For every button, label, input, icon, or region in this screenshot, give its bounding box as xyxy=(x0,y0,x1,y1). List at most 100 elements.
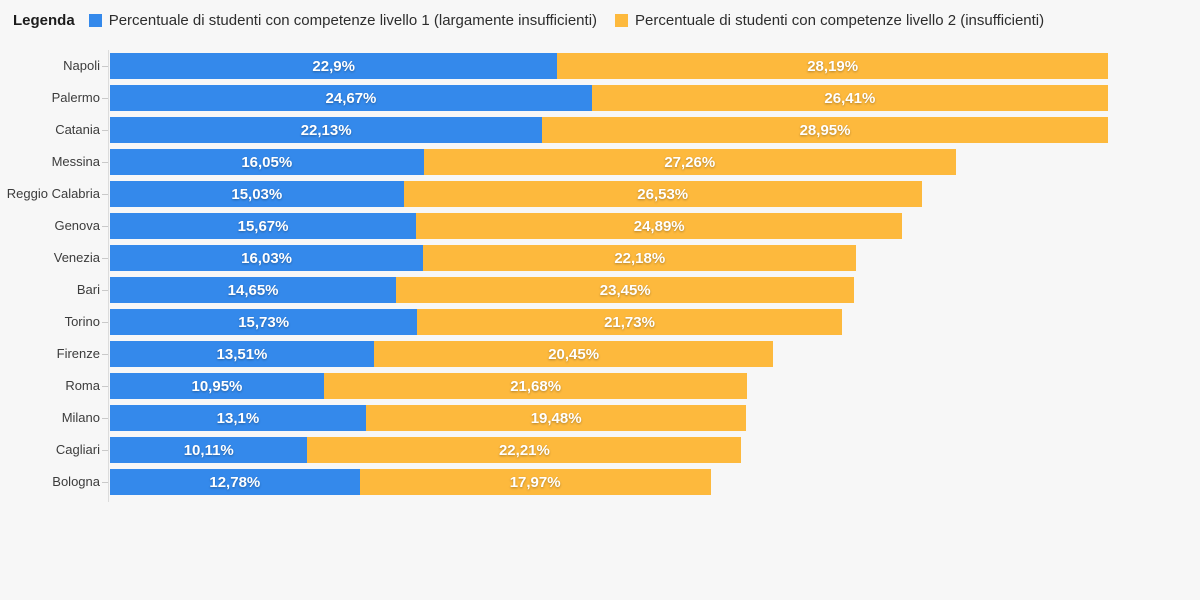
legend-item-level1[interactable]: Percentuale di studenti con competenze l… xyxy=(88,12,598,29)
value-label: 13,1% xyxy=(216,409,260,427)
bar-row: Roma 10,95% 21,68% xyxy=(65,373,1108,399)
bar-row: Cagliari 10,11% 22,21% xyxy=(56,437,1108,463)
legend-title: Legenda xyxy=(13,12,75,29)
bar-segment-level1[interactable]: 16,05% xyxy=(110,149,424,175)
bar-segment-level1[interactable]: 10,11% xyxy=(110,437,308,463)
axis-tick-icon xyxy=(102,130,108,131)
bar-segment-level1[interactable]: 15,67% xyxy=(110,213,417,239)
value-label: 12,78% xyxy=(209,473,261,491)
value-label: 21,73% xyxy=(604,313,655,331)
bar-segment-level1[interactable]: 14,65% xyxy=(110,277,397,303)
category-label: Roma xyxy=(65,378,100,393)
value-label: 24,89% xyxy=(633,217,685,235)
legend-item-level2[interactable]: Percentuale di studenti con competenze l… xyxy=(615,12,1044,29)
value-label: 14,65% xyxy=(227,281,279,299)
bar-segment-level1[interactable]: 10,95% xyxy=(110,373,324,399)
bar-segment-level2[interactable]: 21,68% xyxy=(323,373,748,399)
value-label: 22,21% xyxy=(498,441,550,459)
bar-segment-level2[interactable]: 19,48% xyxy=(365,405,747,431)
bar-segment-level2[interactable]: 22,21% xyxy=(307,437,742,463)
legend-swatch-level1-icon xyxy=(88,14,102,27)
category-label: Cagliari xyxy=(55,442,100,457)
axis-tick-icon xyxy=(102,258,108,259)
value-label: 16,03% xyxy=(241,249,292,267)
value-label: 10,95% xyxy=(191,377,243,395)
value-label: 20,45% xyxy=(548,345,600,363)
legend-label-level2: Percentuale di studenti con competenze l… xyxy=(635,12,1045,29)
y-axis-line xyxy=(108,50,109,502)
value-label: 24,67% xyxy=(325,89,377,107)
bar-segment-level2[interactable]: 17,97% xyxy=(359,469,711,495)
bar-segment-level2[interactable]: 24,89% xyxy=(416,213,903,239)
bar-row: Genova 15,67% 24,89% xyxy=(54,213,1108,239)
value-label: 28,19% xyxy=(807,57,859,75)
bar-segment-level2[interactable]: 20,45% xyxy=(373,341,774,367)
axis-tick-icon xyxy=(102,418,108,419)
bar-rows-container: Napoli 22,9% 28,19% Palermo 24,67% 26,41% Cata… xyxy=(7,53,1108,495)
axis-tick-icon xyxy=(102,386,108,387)
value-label: 19,48% xyxy=(530,409,582,427)
bar-row: Firenze 13,51% 20,45% xyxy=(57,341,1108,367)
bar-row: Napoli 22,9% 28,19% xyxy=(63,53,1108,79)
value-label: 15,03% xyxy=(231,185,283,203)
value-label: 26,41% xyxy=(824,89,876,107)
axis-tick-icon xyxy=(102,98,108,99)
bar-segment-level1[interactable]: 24,67% xyxy=(110,85,592,111)
category-label: Reggio Calabria xyxy=(6,186,100,201)
value-label: 21,68% xyxy=(510,377,562,395)
bar-segment-level2[interactable]: 28,19% xyxy=(557,53,1108,79)
bar-row: Torino 15,73% 21,73% xyxy=(65,309,1108,335)
bar-row: Reggio Calabria 15,03% 26,53% xyxy=(7,181,1108,207)
category-label: Catania xyxy=(55,122,100,137)
bar-segment-level2[interactable]: 23,45% xyxy=(396,277,855,303)
axis-tick-icon xyxy=(102,162,108,163)
bar-row: Bari 14,65% 23,45% xyxy=(77,277,1108,303)
value-label: 10,11% xyxy=(183,441,234,459)
axis-tick-icon xyxy=(102,66,108,67)
value-label: 16,05% xyxy=(241,153,293,171)
category-label: Napoli xyxy=(63,58,100,73)
value-label: 17,97% xyxy=(509,473,561,491)
value-label: 23,45% xyxy=(599,281,651,299)
bar-segment-level2[interactable]: 28,95% xyxy=(542,117,1108,143)
bar-row: Venezia 16,03% 22,18% xyxy=(54,245,1108,271)
category-label: Milano xyxy=(61,410,100,425)
bar-segment-level1[interactable]: 13,1% xyxy=(110,405,366,431)
bar-segment-level1[interactable]: 22,13% xyxy=(110,117,543,143)
bar-segment-level1[interactable]: 16,03% xyxy=(110,245,424,271)
value-label: 22,13% xyxy=(300,121,352,139)
axis-tick-icon xyxy=(102,290,108,291)
axis-tick-icon xyxy=(102,194,108,195)
axis-tick-icon xyxy=(102,482,108,483)
bar-segment-level1[interactable]: 15,73% xyxy=(110,309,418,335)
bar-segment-level2[interactable]: 21,73% xyxy=(417,309,842,335)
bar-segment-level2[interactable]: 27,26% xyxy=(423,149,957,175)
value-label: 22,9% xyxy=(312,57,355,75)
value-label: 15,67% xyxy=(237,217,289,235)
bar-row: Bologna 12,78% 17,97% xyxy=(52,469,1108,495)
axis-tick-icon xyxy=(102,450,108,451)
bar-segment-level1[interactable]: 13,51% xyxy=(110,341,374,367)
bar-segment-level2[interactable]: 26,41% xyxy=(591,85,1108,111)
legend-label-level1: Percentuale di studenti con competenze l… xyxy=(108,12,598,29)
category-label: Torino xyxy=(64,314,100,329)
bar-row: Messina 16,05% 27,26% xyxy=(52,149,1108,175)
plot-area: Napoli 22,9% 28,19% Palermo 24,67% 26,41% Cata… xyxy=(7,50,1108,502)
value-label: 27,26% xyxy=(664,153,716,171)
bar-segment-level1[interactable]: 12,78% xyxy=(110,469,360,495)
bar-row: Milano 13,1% 19,48% xyxy=(62,405,1108,431)
category-label: Genova xyxy=(54,218,100,233)
bar-segment-level1[interactable]: 15,03% xyxy=(110,181,404,207)
category-label: Bologna xyxy=(52,474,100,489)
bar-segment-level2[interactable]: 22,18% xyxy=(423,245,857,271)
category-label: Venezia xyxy=(53,250,100,265)
axis-tick-icon xyxy=(102,354,108,355)
axis-tick-icon xyxy=(102,226,108,227)
bar-segment-level2[interactable]: 26,53% xyxy=(403,181,922,207)
legend-swatch-level2-icon xyxy=(615,14,629,27)
category-label: Palermo xyxy=(51,90,100,105)
bar-row: Catania 22,13% 28,95% xyxy=(55,117,1108,143)
legend: Legenda Percentuale di studenti con comp… xyxy=(13,12,1062,29)
axis-tick-icon xyxy=(102,322,108,323)
bar-segment-level1[interactable]: 22,9% xyxy=(110,53,558,79)
